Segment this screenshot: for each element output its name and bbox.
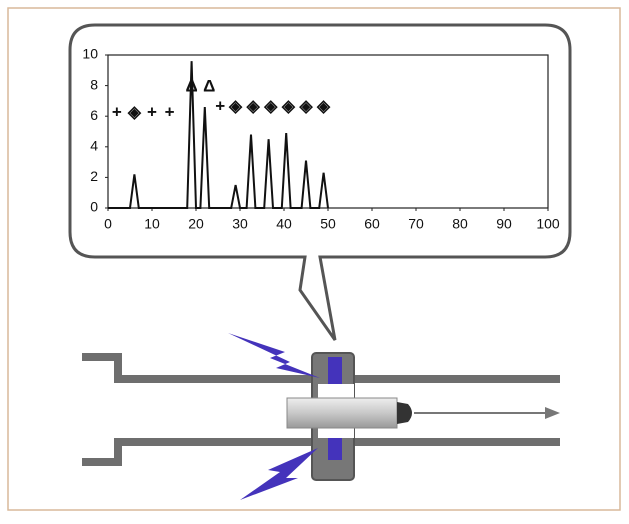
lightning — [228, 333, 320, 378]
x-tick-label: 40 — [276, 216, 292, 232]
x-tick-label: 10 — [144, 216, 160, 232]
y-tick-label: 2 — [90, 168, 98, 184]
x-tick-label: 90 — [496, 216, 512, 232]
peak-marker: Δ — [185, 77, 197, 96]
peak-marker: + — [112, 103, 122, 122]
spectrum-line — [108, 61, 329, 209]
peak-marker: + — [215, 97, 225, 116]
frame — [7, 7, 621, 511]
probe-body — [286, 397, 398, 429]
x-tick-label: 20 — [188, 216, 204, 232]
callout-bubble — [68, 23, 572, 341]
peak-marker: + — [165, 103, 175, 122]
x-tick-label: 30 — [232, 216, 248, 232]
lightning — [240, 448, 318, 500]
probe-tip — [397, 402, 412, 424]
x-tick-label: 70 — [408, 216, 424, 232]
y-tick-label: 4 — [90, 138, 98, 154]
y-tick-label: 0 — [90, 199, 98, 215]
peak-marker: ◈ — [281, 97, 296, 116]
peak-marker: ◈ — [316, 97, 331, 116]
peak-marker: Δ — [203, 77, 215, 96]
x-tick-label: 100 — [536, 216, 560, 232]
x-tick-label: 60 — [364, 216, 380, 232]
y-tick-label: 6 — [90, 107, 98, 123]
x-tick-label: 0 — [104, 216, 112, 232]
peak-marker: ◈ — [298, 97, 313, 116]
x-tick-label: 80 — [452, 216, 468, 232]
seal — [328, 357, 342, 384]
y-tick-label: 8 — [90, 76, 98, 92]
peak-marker: ◈ — [127, 103, 142, 122]
x-tick-label: 50 — [320, 216, 336, 232]
peak-marker: + — [147, 103, 157, 122]
pipe — [82, 353, 560, 466]
peak-marker: ◈ — [263, 97, 278, 116]
peak-marker: ◈ — [246, 97, 261, 116]
peak-marker: ◈ — [228, 97, 243, 116]
y-tick-label: 10 — [82, 46, 98, 62]
seal — [328, 438, 342, 460]
arrowhead — [545, 407, 560, 419]
